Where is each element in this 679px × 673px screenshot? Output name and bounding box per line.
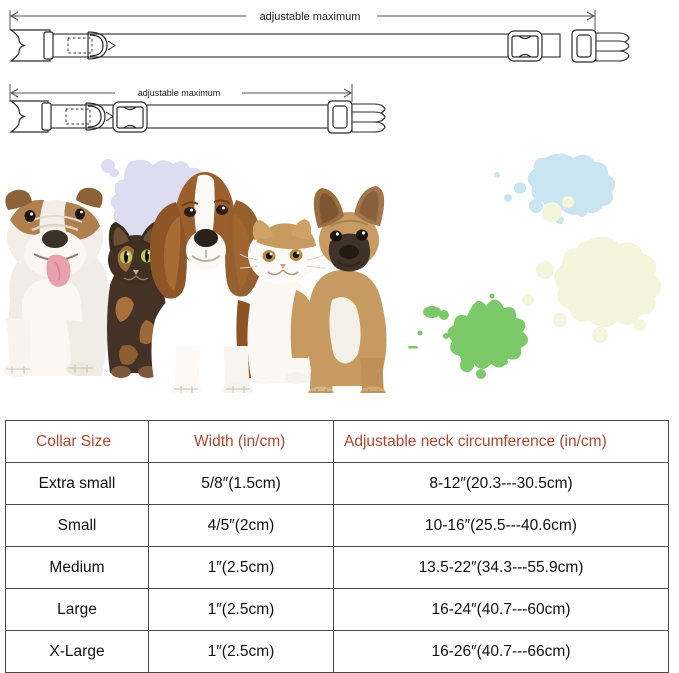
cell-width: 1″(2.5cm) bbox=[148, 630, 334, 673]
cell-width: 4/5″(2cm) bbox=[148, 504, 334, 547]
green-splatter bbox=[408, 293, 529, 379]
dimension-label-top: adjustable maximum bbox=[260, 11, 361, 23]
header-width: Width (in/cm) bbox=[148, 420, 334, 463]
cell-neck: 8-12″(20.3---30.5cm) bbox=[333, 462, 669, 505]
cell-size: X-Large bbox=[5, 630, 149, 673]
collar-strap-top bbox=[47, 33, 561, 58]
dimension-line-bottom bbox=[9, 84, 353, 102]
cell-neck: 10-16″(25.5---40.6cm) bbox=[333, 504, 669, 547]
collar-size-table-wrapper: Collar Size Width (in/cm) Adjustable nec… bbox=[5, 420, 669, 673]
cell-width: 1″(2.5cm) bbox=[148, 588, 334, 631]
cell-width: 5/8″(1.5cm) bbox=[148, 462, 334, 505]
side-release-buckle-right-bottom bbox=[327, 100, 386, 134]
dimension-label-bottom: adjustable maximum bbox=[138, 88, 221, 98]
cell-size: Large bbox=[5, 588, 149, 631]
slider-adjuster-bottom bbox=[112, 101, 148, 133]
header-neck-circumference: Adjustable neck circumference (in/cm) bbox=[333, 420, 669, 463]
collar-diagram-top: adjustable maximum bbox=[9, 10, 630, 63]
basset-hound bbox=[149, 172, 271, 397]
slider-adjuster-top bbox=[507, 30, 543, 62]
collar-diagram-bottom: adjustable maximum bbox=[9, 84, 386, 134]
table-row: Medium 1″(2.5cm) 13.5-22″(34.3---55.9cm) bbox=[5, 546, 669, 589]
exotic-shorthair-cat bbox=[239, 219, 326, 384]
pets-photo bbox=[0, 150, 679, 405]
french-bulldog bbox=[307, 186, 387, 400]
d-ring-bottom bbox=[65, 102, 114, 131]
cell-neck: 13.5-22″(34.3---55.9cm) bbox=[333, 546, 669, 589]
table-row: X-Large 1″(2.5cm) 16-26″(40.7---66cm) bbox=[5, 630, 669, 673]
side-release-buckle-right-top bbox=[571, 29, 630, 63]
cell-size: Small bbox=[5, 504, 149, 547]
d-ring-top bbox=[67, 31, 116, 60]
dimension-line-top bbox=[9, 10, 596, 30]
side-release-buckle-left-bottom bbox=[9, 100, 52, 133]
side-release-buckle-left-top bbox=[9, 29, 54, 62]
cell-neck: 16-24″(40.7---60cm) bbox=[333, 588, 669, 631]
yellow-splatter bbox=[522, 196, 662, 343]
table-row: Small 4/5″(2cm) 10-16″(25.5---40.6cm) bbox=[5, 504, 669, 547]
table-row: Large 1″(2.5cm) 16-24″(40.7---60cm) bbox=[5, 588, 669, 631]
cell-size: Medium bbox=[5, 546, 149, 589]
cell-neck: 16-26″(40.7---66cm) bbox=[333, 630, 669, 673]
cell-size: Extra small bbox=[5, 462, 149, 505]
header-collar-size: Collar Size bbox=[5, 420, 149, 463]
english-bulldog bbox=[3, 187, 111, 377]
collar-diagrams: adjustable maximum bbox=[0, 0, 679, 150]
collar-size-table: Collar Size Width (in/cm) Adjustable nec… bbox=[5, 420, 669, 673]
table-row: Extra small 5/8″(1.5cm) 8-12″(20.3---30.… bbox=[5, 462, 669, 505]
collar-strap-bottom bbox=[45, 104, 337, 129]
table-header-row: Collar Size Width (in/cm) Adjustable nec… bbox=[5, 420, 669, 463]
cell-width: 1″(2.5cm) bbox=[148, 546, 334, 589]
